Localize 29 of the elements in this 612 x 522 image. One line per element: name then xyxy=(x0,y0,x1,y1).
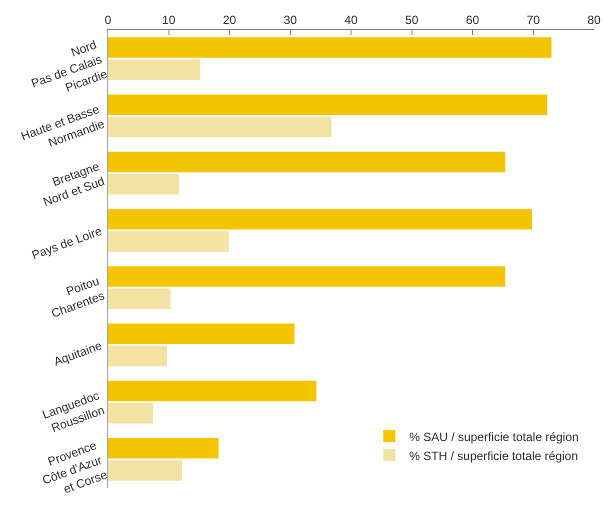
bar xyxy=(108,438,219,458)
x-tick-label: 0 xyxy=(104,13,112,28)
legend-label: % SAU / superficie totale région xyxy=(409,430,579,444)
bar xyxy=(108,174,180,195)
x-tick-label: 20 xyxy=(222,13,236,28)
x-tick-label: 40 xyxy=(344,13,358,28)
bar xyxy=(108,208,532,230)
bar xyxy=(108,116,332,138)
legend-label: % STH / superficie totale région xyxy=(409,448,578,463)
x-tick-label: 50 xyxy=(405,13,419,28)
x-tick-label: 10 xyxy=(162,13,176,28)
bar xyxy=(108,152,506,172)
bar xyxy=(108,94,548,115)
y-tick-label: Pays de Loire xyxy=(30,224,104,262)
bar xyxy=(108,323,294,344)
bar xyxy=(108,288,171,310)
bar xyxy=(108,37,552,58)
bar xyxy=(108,403,153,424)
bar xyxy=(108,346,167,366)
bar xyxy=(108,60,200,80)
y-tick-label: Nord Pas de Calais Picardie xyxy=(29,37,110,95)
bar xyxy=(108,460,182,481)
x-tick-label: 60 xyxy=(466,13,480,28)
x-tick-label: 30 xyxy=(284,13,298,28)
bar xyxy=(108,380,316,402)
bar xyxy=(108,231,229,252)
x-tick-label: 80 xyxy=(587,13,601,28)
bar xyxy=(108,266,506,287)
x-tick-label: 70 xyxy=(526,13,540,28)
